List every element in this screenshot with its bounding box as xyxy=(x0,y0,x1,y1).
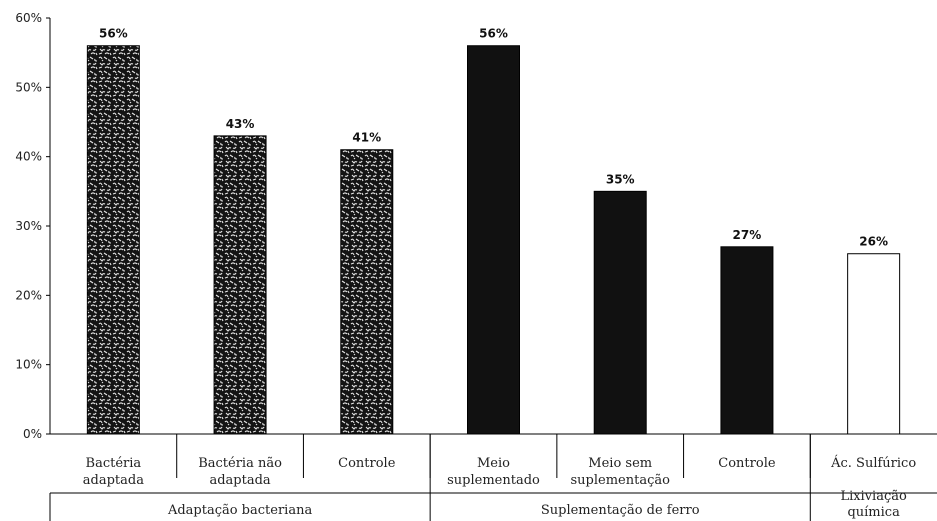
bar xyxy=(720,246,774,435)
category-label: adaptada xyxy=(83,473,144,488)
data-label: 35% xyxy=(606,172,635,186)
category-label: suplementado xyxy=(447,473,540,488)
bar xyxy=(86,45,140,435)
category-label: Bactéria xyxy=(86,456,142,471)
data-label: 56% xyxy=(479,27,508,41)
group-label: Lixiviação xyxy=(840,489,907,504)
y-tick-label: 50% xyxy=(15,80,42,94)
category-label: suplementação xyxy=(570,473,670,488)
group-label: química xyxy=(847,505,900,520)
bar xyxy=(847,253,901,435)
y-tick-label: 40% xyxy=(15,150,42,164)
group-label: Suplementação de ferro xyxy=(541,503,700,518)
data-label: 56% xyxy=(99,27,128,41)
category-label: Meio xyxy=(477,456,510,471)
y-tick-label: 0% xyxy=(23,427,42,441)
group-label: Adaptação bacteriana xyxy=(167,503,313,518)
data-label: 26% xyxy=(859,235,888,249)
bars xyxy=(86,45,901,435)
data-label: 41% xyxy=(352,131,381,145)
bar xyxy=(213,135,267,435)
category-label: Ác. Sulfúrico xyxy=(830,455,916,471)
bar xyxy=(340,149,394,435)
bar xyxy=(593,190,647,435)
y-tick-label: 10% xyxy=(15,358,42,372)
data-label: 43% xyxy=(226,117,255,131)
category-label: Controle xyxy=(718,456,776,471)
y-tick-label: 30% xyxy=(15,219,42,233)
y-tick-label: 60% xyxy=(15,11,42,25)
bar xyxy=(467,45,520,435)
category-label: Meio sem xyxy=(588,456,652,471)
data-label: 27% xyxy=(733,228,762,242)
labels: 56% 43% 41% 56% 35% 27% 26% Bactéria adaptada Bac… xyxy=(83,27,917,520)
category-label: Controle xyxy=(338,456,396,471)
category-label: Bactéria não xyxy=(198,456,282,471)
axes: 0% 10% 20% 30% 40% 50% 60% xyxy=(15,11,937,521)
category-label: adaptada xyxy=(209,473,270,488)
y-tick-label: 20% xyxy=(15,288,42,302)
